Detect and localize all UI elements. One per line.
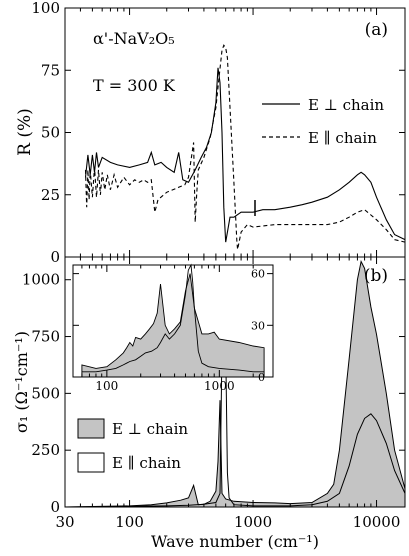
series-inset-perp-area [81, 273, 265, 378]
panel-b-xlabel: Wave number (cm⁻¹) [151, 532, 319, 551]
inset-y-tick-label: 0 [258, 371, 265, 384]
legend-a-label-perp: E ⊥ chain [308, 96, 384, 114]
compound-annotation: α'-NaV₂O₅ [93, 29, 175, 48]
inset-y-ticks: 0 30 60 [73, 268, 273, 384]
panel-b-y-tick-label: 250 [31, 441, 60, 459]
panel-b-x-ticks: 30 100 1000 10000 [55, 257, 400, 531]
inset-x-tick-label: 100 [95, 379, 118, 393]
series-a-par-line [84, 44, 406, 250]
legend-a-label-par: E ∥ chain [308, 129, 377, 147]
panel-a-series [84, 44, 406, 250]
panel-b-y-tick-label: 750 [31, 328, 60, 346]
panel-b-y-tick-label: 0 [50, 498, 60, 516]
panel-a-legend: E ⊥ chain E ∥ chain [262, 96, 384, 147]
series-inset-par-line [81, 263, 265, 373]
panel-a-ylabel: R (%) [15, 108, 35, 156]
inset: 0 30 60 100 1000 [72, 263, 274, 393]
panel-b-x-tick-label: 1000 [234, 513, 272, 531]
panel-a-y-tick-label: 75 [41, 61, 60, 79]
legend-b-swatch-perp [77, 418, 105, 439]
panel-a: (a) α'-NaV₂O₅ T = 300 K R (%) 0 25 50 75 100… [15, 0, 406, 266]
panel-a-y-tick-label: 100 [31, 0, 60, 17]
inset-x-tick-label: 1000 [204, 379, 235, 393]
panel-b-label: (b) [364, 266, 388, 286]
series-b-perp-area [64, 259, 406, 508]
panel-a-y-tick-label: 50 [41, 124, 60, 142]
inset-x-ticks: 100 1000 [72, 265, 274, 393]
panel-b-x-tick-label: 10000 [353, 513, 401, 531]
panel-b-x-tick-label: 30 [55, 513, 74, 531]
legend-b-label-par: E ∥ chain [112, 454, 181, 472]
panel-a-x-ticks [64, 8, 378, 257]
series-b-par-line [64, 268, 406, 508]
panel-a-y-tick-label: 0 [50, 248, 60, 266]
legend-b-swatch-par [77, 452, 105, 473]
panel-b-legend: E ⊥ chain E ∥ chain [77, 418, 188, 473]
inset-series [81, 263, 265, 378]
panel-b-y-tick-label: 1000 [22, 271, 60, 289]
panel-b-series [64, 259, 406, 508]
panel-a-y-tick-label: 25 [41, 186, 60, 204]
panel-b-y-tick-label: 500 [31, 384, 60, 402]
inset-y-tick-label: 60 [251, 268, 265, 281]
panel-a-label: (a) [365, 20, 388, 40]
legend-b-label-perp: E ⊥ chain [112, 420, 188, 438]
panel-b-ylabel: σ₁ (Ω⁻¹cm⁻¹) [12, 331, 31, 433]
panel-b-x-tick-label: 100 [115, 513, 144, 531]
panel-a-y-ticks: 0 25 50 75 100 [31, 0, 405, 266]
inset-y-tick-label: 30 [251, 319, 265, 332]
inset-frame [72, 264, 274, 378]
temperature-annotation: T = 300 K [93, 76, 176, 95]
